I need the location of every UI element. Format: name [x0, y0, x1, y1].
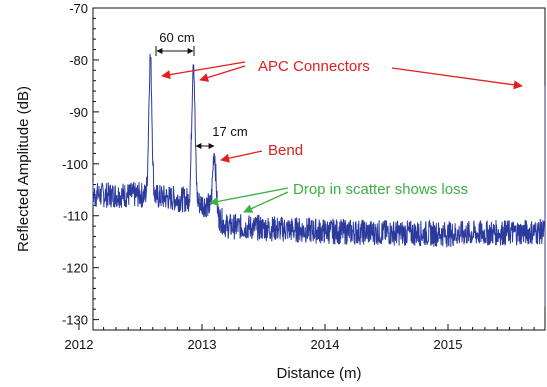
y-tick-label--100: -100 — [62, 157, 88, 172]
y-tick-label--70: -70 — [69, 1, 88, 16]
apc-arrow-3 — [391, 67, 523, 90]
bend-label: Bend — [268, 142, 303, 159]
drop-arrow-2 — [243, 191, 289, 213]
apc-arrow-1 — [161, 61, 246, 80]
sixty-cm-label: 60 cm — [159, 30, 194, 45]
x-tick-label-2012: 2012 — [65, 337, 94, 352]
drop-arrow-1 — [209, 187, 289, 206]
plot-frame — [92, 7, 546, 331]
y-tick-label--80: -80 — [69, 53, 88, 68]
seventeen-cm-label: 17 cm — [212, 124, 247, 139]
data-series-line — [92, 53, 546, 307]
y-tick-label--120: -120 — [62, 261, 88, 276]
apc-connectors-label: APC Connectors — [258, 58, 370, 75]
y-tick-label--130: -130 — [62, 313, 88, 328]
bend-arrow — [220, 150, 263, 163]
x-tick-label-2015: 2015 — [434, 337, 463, 352]
y-axis-label: Reflected Amplitude (dB) — [15, 86, 32, 252]
axis-ticks: 20122013201420152016-70-80-90-100-110-12… — [62, 1, 535, 352]
y-tick-label--90: -90 — [69, 105, 88, 120]
x-tick-label-2013: 2013 — [188, 337, 217, 352]
drop-scatter-label: Drop in scatter shows loss — [293, 181, 468, 198]
y-tick-label--110: -110 — [63, 209, 88, 224]
x-axis-label: Distance (m) — [276, 365, 361, 382]
x-tick-label-2014: 2014 — [311, 337, 340, 352]
apc-arrow-2 — [199, 65, 246, 82]
